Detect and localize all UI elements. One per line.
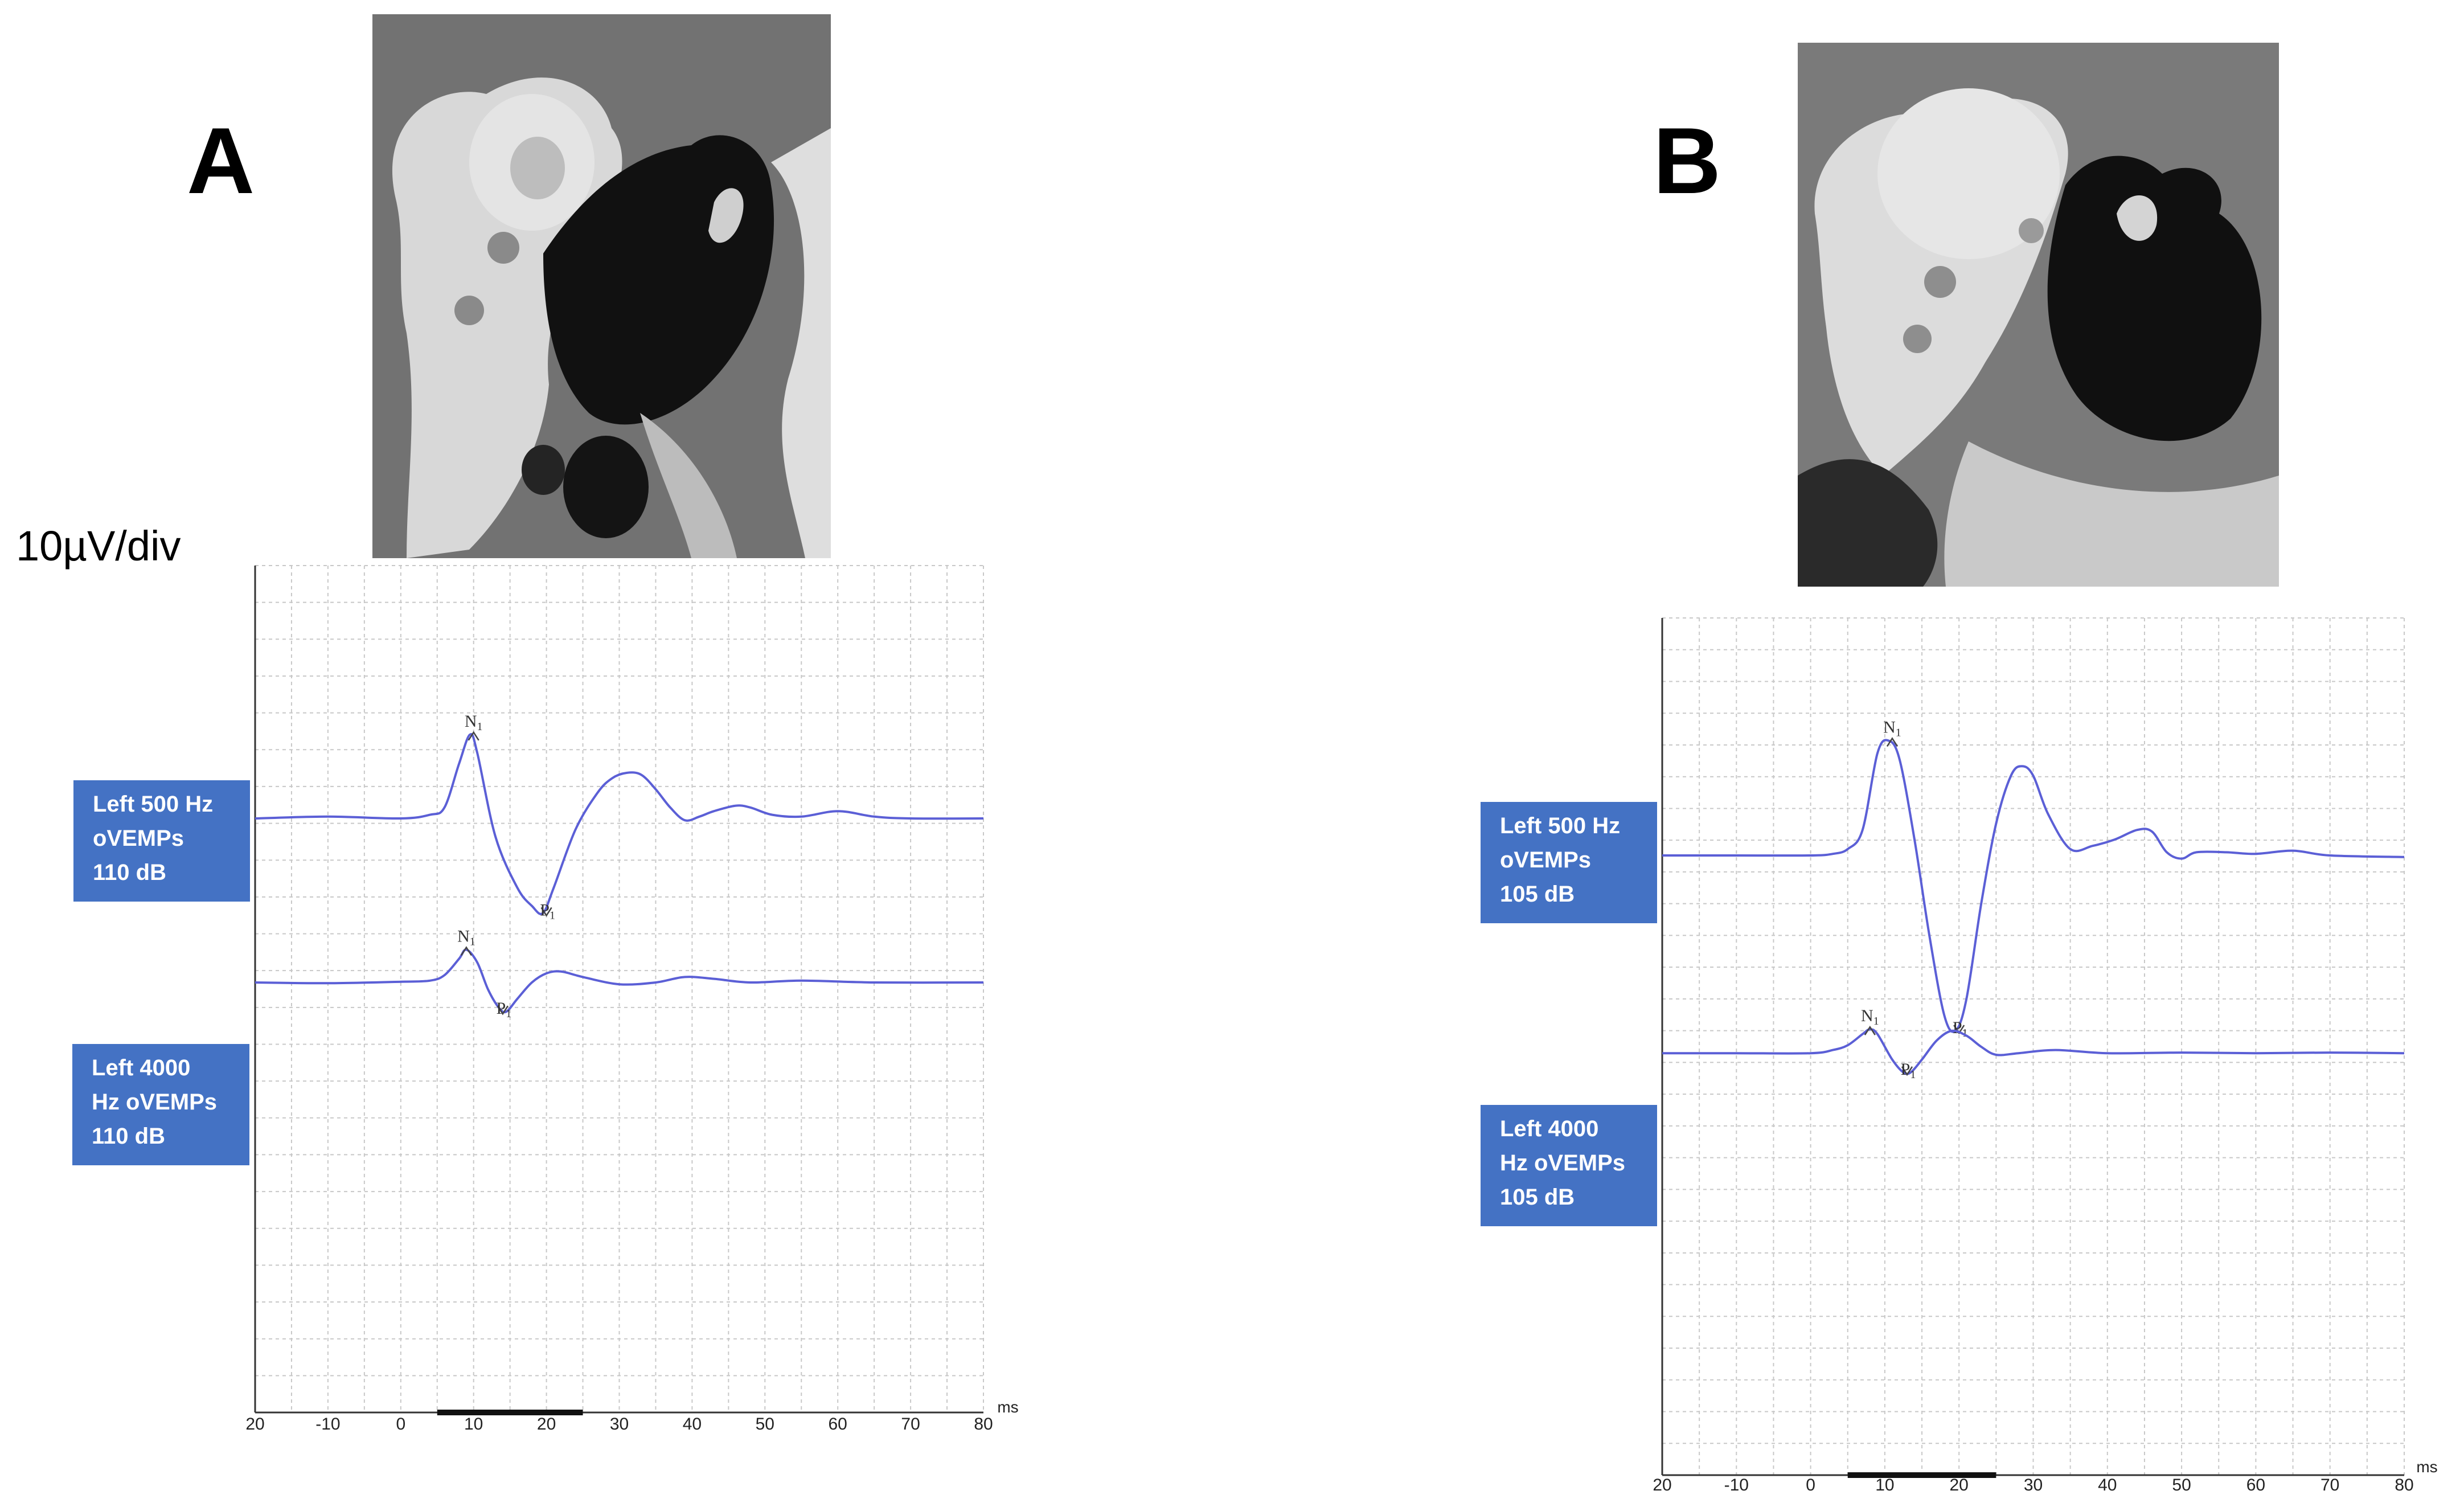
marker-subscript: 1 — [1962, 1027, 1968, 1039]
x-tick-label: 50 — [756, 1415, 774, 1434]
x-tick-label: 20 — [245, 1415, 264, 1434]
trace-b-4000hz — [1662, 1028, 2405, 1075]
ct-image-a — [372, 14, 831, 558]
x-tick-label: 50 — [2172, 1476, 2191, 1494]
x-tick-label: 60 — [829, 1415, 847, 1434]
marker-subscript: 1 — [470, 935, 475, 948]
marker-n1 — [468, 731, 479, 741]
trace-label-b-4000hz: Left 4000 Hz oVEMPs 105 dB — [1481, 1105, 1657, 1226]
x-tick-label: 80 — [2395, 1476, 2413, 1494]
x-tick-label: 40 — [683, 1415, 702, 1434]
x-tick-label: 30 — [610, 1415, 629, 1434]
marker-subscript: 1 — [1873, 1015, 1879, 1027]
x-tick-label: -10 — [1724, 1476, 1749, 1494]
marker-label-p1: P1 — [1901, 1060, 1916, 1081]
x-tick-label: 80 — [974, 1415, 993, 1434]
x-tick-label: 20 — [1950, 1476, 1969, 1494]
panel-a-letter: A — [187, 108, 255, 213]
x-tick-label: 60 — [2246, 1476, 2265, 1494]
x-tick-label: 70 — [901, 1415, 920, 1434]
marker-n1 — [1864, 1025, 1876, 1035]
x-tick-label: 70 — [2320, 1476, 2339, 1494]
marker-subscript: 1 — [477, 720, 483, 733]
x-axis-unit-label: ms — [997, 1398, 1018, 1416]
marker-label-n1: N1 — [465, 712, 483, 733]
x-tick-label: 10 — [464, 1415, 483, 1434]
x-tick-label: 40 — [2098, 1476, 2117, 1494]
marker-subscript: 1 — [550, 909, 555, 922]
marker-subscript: 1 — [1896, 726, 1901, 739]
marker-p1 — [540, 907, 552, 917]
trace-b-500hz — [1662, 739, 2405, 1033]
trace-a-500hz — [255, 733, 984, 915]
x-tick-label: 10 — [1875, 1476, 1894, 1494]
marker-subscript: 1 — [1910, 1068, 1916, 1081]
trace-label-a-500hz: Left 500 Hz oVEMPs 110 dB — [73, 780, 250, 902]
marker-label-n1: N1 — [457, 927, 475, 948]
marker-n1 — [1886, 737, 1898, 747]
x-tick-label: 20 — [537, 1415, 556, 1434]
marker-label-p1: P1 — [497, 999, 512, 1020]
marker-label-n1: N1 — [1861, 1006, 1879, 1027]
marker-n1 — [460, 946, 472, 956]
x-axis-unit-label: ms — [2416, 1458, 2437, 1476]
marker-label-n1: N1 — [1883, 718, 1901, 739]
x-tick-label: 0 — [396, 1415, 405, 1434]
marker-label-p1: P1 — [540, 900, 555, 922]
trace-label-a-4000hz: Left 4000 Hz oVEMPs 110 dB — [72, 1044, 249, 1165]
trace-label-b-500hz: Left 500 Hz oVEMPs 105 dB — [1481, 802, 1657, 923]
ct-image-b — [1798, 43, 2279, 587]
scale-label: 10µV/div — [16, 522, 181, 570]
marker-subscript: 1 — [506, 1008, 511, 1020]
trace-a-4000hz — [255, 948, 984, 1014]
panel-b-letter: B — [1653, 108, 1721, 213]
marker-p1 — [1901, 1066, 1913, 1076]
x-tick-label: -10 — [315, 1415, 340, 1434]
x-tick-label: 0 — [1806, 1476, 1815, 1494]
marker-p1 — [497, 1005, 509, 1015]
x-tick-label: 30 — [2024, 1476, 2043, 1494]
x-tick-label: 20 — [1653, 1476, 1671, 1494]
